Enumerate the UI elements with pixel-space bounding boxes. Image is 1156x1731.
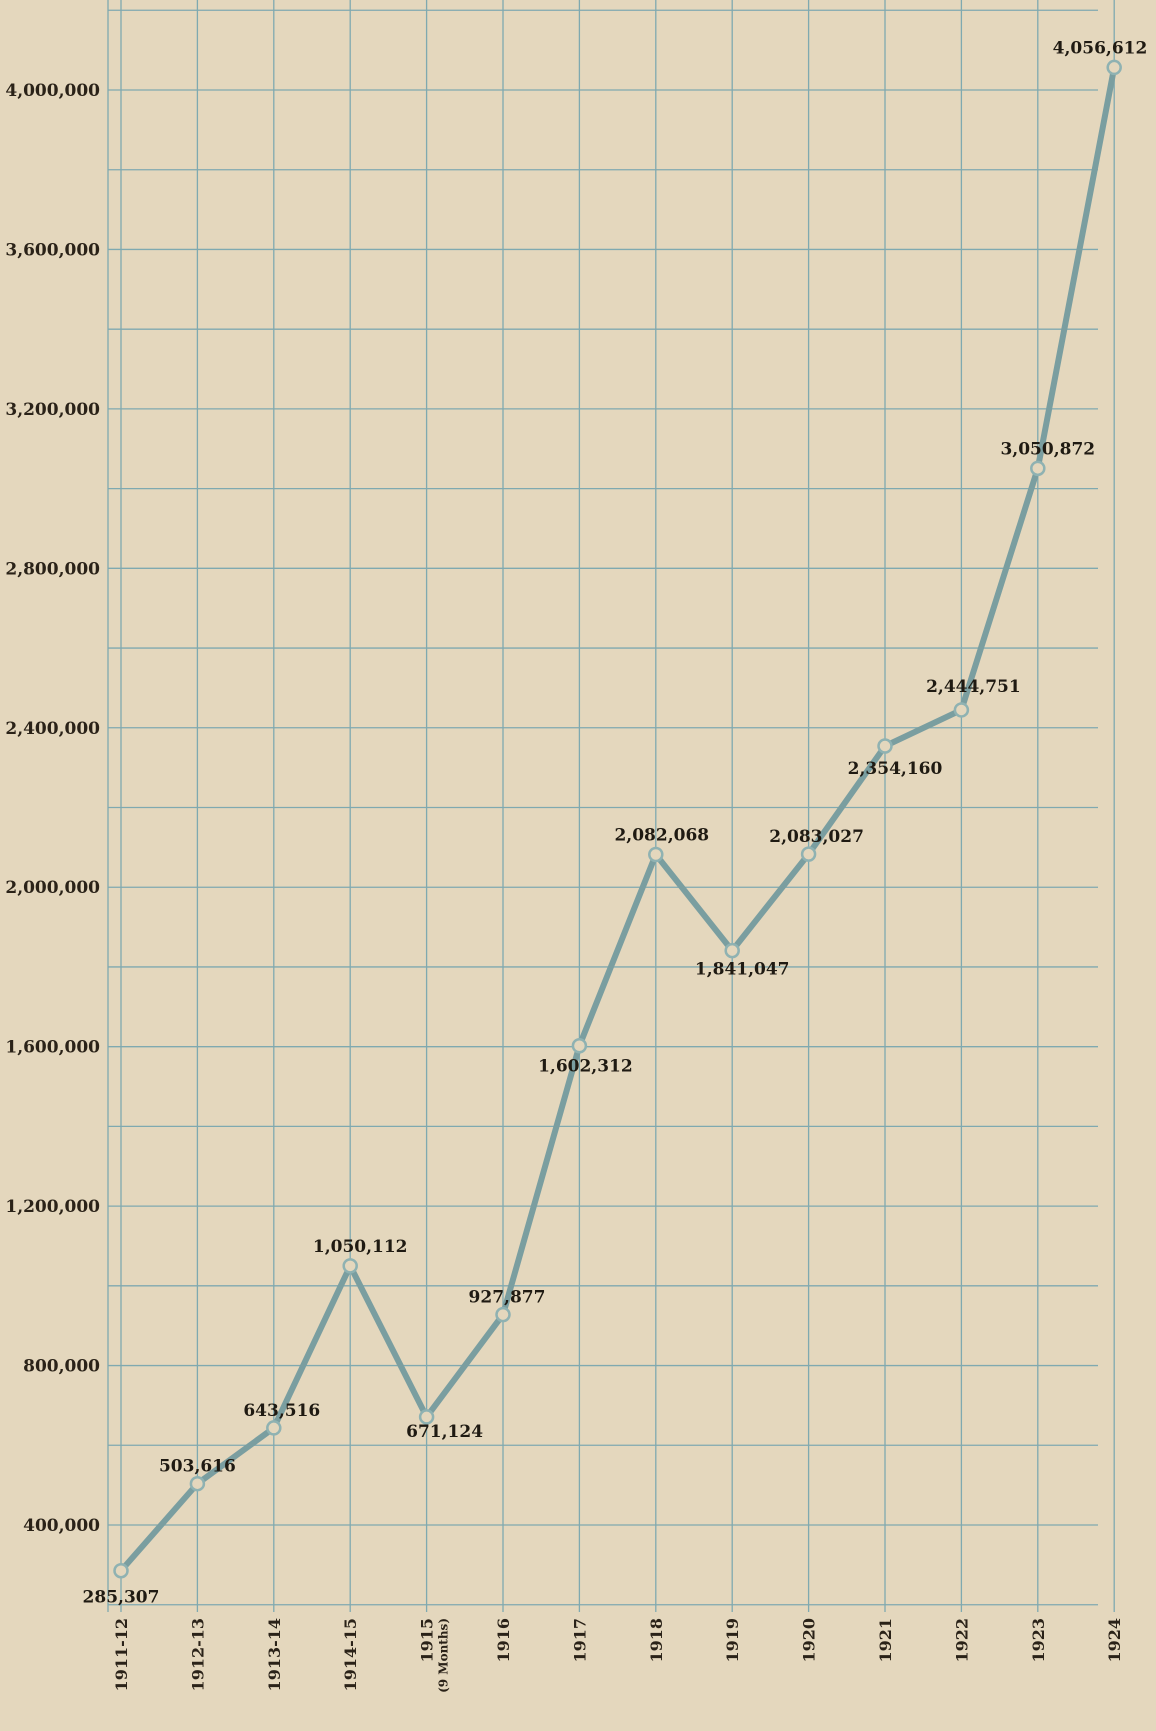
data-point [648,846,664,863]
data-label: 643,516 [243,1401,320,1421]
data-point [189,1475,206,1492]
data-label: 671,124 [406,1422,483,1442]
x-tick-label: 1918 [647,1618,666,1663]
x-tick-label: 1915 [418,1618,437,1663]
y-axis-tick-labels: 400,000 800,000 1,200,000 1,600,000 2,000,00… [5,81,100,1536]
x-tick-label: 1916 [494,1618,513,1663]
x-tick-sublabel: (9 Months) [437,1618,451,1693]
data-point [418,1409,435,1425]
series-line [118,64,1118,1574]
x-tick-label: 1919 [723,1618,742,1663]
data-point [1030,460,1046,477]
data-point [495,1306,511,1323]
x-tick-label: 1912-13 [188,1618,207,1691]
y-tick-label: 2,800,000 [5,559,100,579]
data-label: 4,056,612 [1053,38,1148,58]
x-tick-label: 1924 [1105,1618,1124,1663]
x-tick-label: 1917 [570,1618,589,1663]
data-point [724,942,740,959]
x-tick-label: 1923 [1029,1618,1048,1663]
data-point [1106,59,1122,76]
x-tick-label: 1922 [952,1618,971,1663]
y-tick-label: 2,400,000 [5,719,100,739]
data-point [571,1037,588,1054]
y-tick-label: 800,000 [23,1357,100,1377]
data-label: 2,082,068 [614,826,709,846]
data-label: 2,083,027 [769,827,864,847]
x-tick-label: 1911-12 [112,1618,131,1691]
data-point [953,702,970,718]
data-label: 3,050,872 [1000,439,1095,459]
data-labels: 285,307 503,616 643,516 1,050,112 671,124 927… [83,38,1148,1607]
data-point [266,1420,282,1436]
grid [107,0,1115,1612]
x-tick-label: 1914-15 [341,1618,360,1691]
x-tick-label: 1913-14 [265,1618,284,1691]
data-point [800,846,817,862]
data-label: 1,050,112 [313,1237,408,1257]
data-point [342,1258,358,1274]
y-tick-label: 3,200,000 [5,400,100,420]
data-point [113,1562,129,1579]
data-label: 503,616 [159,1457,236,1477]
data-label: 2,354,160 [848,759,943,779]
y-tick-label: 4,000,000 [5,81,100,101]
x-tick-label: 1921 [876,1618,895,1663]
data-label: 2,444,751 [926,677,1021,697]
x-tick-label: 1920 [800,1618,819,1663]
data-label: 1,602,312 [538,1057,633,1077]
y-tick-label: 2,000,000 [5,878,100,898]
y-tick-label: 3,600,000 [5,240,100,260]
series-layer [113,59,1122,1579]
data-label: 1,841,047 [695,960,790,980]
x-axis-tick-labels: 1911-12 1912-13 1913-14 1914-15 1915 (9 Month… [112,1618,1124,1693]
data-label: 927,877 [469,1288,546,1308]
y-tick-label: 1,600,000 [5,1038,100,1058]
data-label: 285,307 [83,1588,160,1608]
data-point [877,738,893,754]
y-tick-label: 400,000 [23,1516,100,1536]
y-tick-label: 1,200,000 [5,1197,100,1217]
